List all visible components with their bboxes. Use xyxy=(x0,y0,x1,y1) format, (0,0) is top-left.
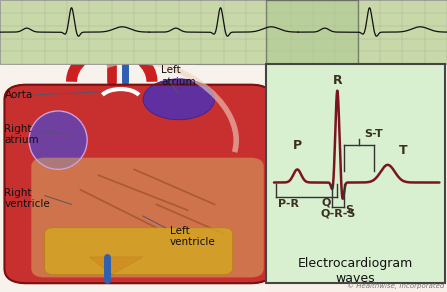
Text: Right
atrium: Right atrium xyxy=(4,124,39,145)
Text: S-T: S-T xyxy=(364,129,383,139)
FancyBboxPatch shape xyxy=(4,85,273,283)
Text: Q-R-S: Q-R-S xyxy=(320,209,356,219)
Bar xyxy=(0,0,447,64)
Ellipse shape xyxy=(143,79,215,120)
FancyBboxPatch shape xyxy=(45,228,232,274)
Text: T: T xyxy=(399,144,408,157)
Text: R: R xyxy=(333,74,342,88)
Text: Left
atrium: Left atrium xyxy=(161,65,195,87)
Polygon shape xyxy=(89,257,143,274)
Text: Electrocardiogram
waves: Electrocardiogram waves xyxy=(298,257,413,285)
Bar xyxy=(0,61,268,292)
Text: P-R: P-R xyxy=(278,199,299,208)
Text: Q: Q xyxy=(321,197,331,207)
Bar xyxy=(266,64,445,283)
FancyBboxPatch shape xyxy=(31,158,264,277)
Text: © Healthwise, Incorporated: © Healthwise, Incorporated xyxy=(347,282,445,289)
Text: Right
ventricle: Right ventricle xyxy=(4,188,50,209)
Ellipse shape xyxy=(29,111,87,169)
Text: Aorta: Aorta xyxy=(4,90,33,100)
Bar xyxy=(266,0,358,64)
Text: Left
ventricle: Left ventricle xyxy=(170,226,215,247)
Text: P: P xyxy=(293,139,302,152)
Text: S: S xyxy=(345,205,353,215)
